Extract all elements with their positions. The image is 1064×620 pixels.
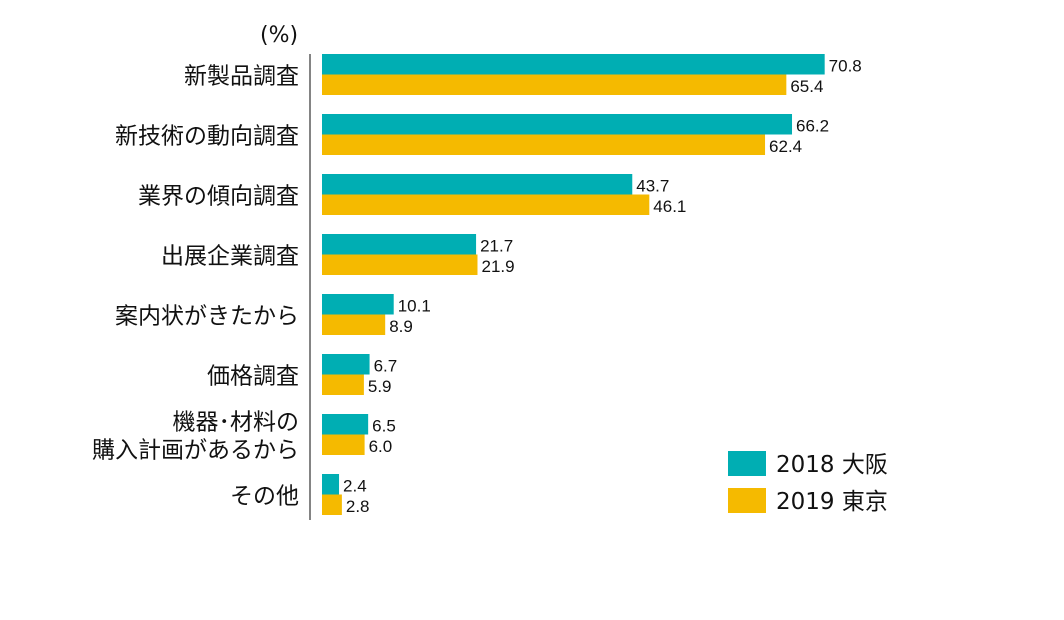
bar-series-1	[322, 474, 340, 495]
data-label: 21.9	[481, 257, 514, 276]
data-label: 6.5	[372, 417, 396, 436]
legend-swatch-2	[728, 488, 766, 513]
bar-series-1	[322, 234, 477, 255]
bar-series-1	[322, 114, 793, 135]
category-labels: 新製品調査新技術の動向調査業界の傾向調査出展企業調査案内状がきたから価格調査機器…	[92, 64, 299, 510]
category-label: 新製品調査	[184, 64, 299, 90]
data-label: 8.9	[389, 317, 413, 336]
bar-series-1	[322, 414, 369, 435]
data-label: 43.7	[636, 177, 669, 196]
bar-series-1	[322, 54, 825, 75]
category-label: 業界の傾向調査	[138, 184, 299, 210]
data-label: 62.4	[769, 137, 802, 156]
data-label: 65.4	[790, 77, 823, 96]
bar-series-2	[322, 254, 478, 275]
category-label: 価格調査	[207, 364, 299, 390]
legend-label: 2018 大阪	[776, 452, 888, 478]
bars-group: 70.8 66.2 43.7 21.7 10.1 6.7 6.5 2.4 65.4 62.4 46.…	[322, 54, 862, 516]
data-label: 46.1	[653, 197, 686, 216]
bar-series-2	[322, 434, 365, 455]
data-label: 5.9	[368, 377, 392, 396]
bar-series-2	[322, 134, 766, 155]
bar-series-1	[322, 354, 370, 375]
legend-swatch-1	[728, 451, 766, 476]
unit-label: (%)	[260, 23, 298, 48]
bar-series-1	[322, 174, 633, 195]
category-label: 案内状がきたから	[115, 304, 299, 330]
bar-series-2	[322, 74, 787, 95]
bar-series-2	[322, 494, 342, 515]
bar-series-2	[322, 374, 364, 395]
bar-series-1	[322, 294, 394, 315]
bar-series-2	[322, 194, 650, 215]
data-label: 10.1	[398, 297, 431, 316]
category-label: 出展企業調査	[161, 244, 299, 270]
category-label: 機器･材料の	[173, 410, 300, 436]
data-label: 6.7	[374, 357, 398, 376]
data-label: 66.2	[796, 117, 829, 136]
category-label: その他	[230, 484, 299, 510]
data-label: 21.7	[480, 237, 513, 256]
data-label: 70.8	[829, 57, 862, 76]
category-label: 購入計画があるから	[92, 438, 299, 464]
data-label: 2.8	[346, 497, 370, 516]
data-label: 6.0	[369, 437, 393, 456]
data-label: 2.4	[343, 477, 367, 496]
category-label: 新技術の動向調査	[115, 124, 299, 150]
bar-series-2	[322, 314, 386, 335]
legend: 2018 大阪 2019 東京	[728, 451, 888, 515]
legend-label: 2019 東京	[776, 489, 888, 515]
